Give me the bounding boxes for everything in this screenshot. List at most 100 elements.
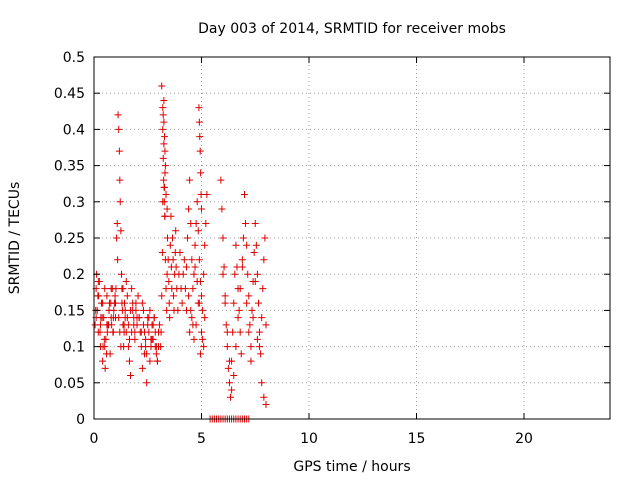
data-point bbox=[219, 234, 227, 242]
y-tick-label: 0.2 bbox=[63, 267, 85, 283]
data-point bbox=[165, 299, 173, 307]
data-point bbox=[161, 133, 169, 141]
data-point bbox=[256, 343, 264, 351]
data-point bbox=[236, 328, 244, 336]
data-point bbox=[119, 285, 127, 293]
data-point bbox=[115, 125, 123, 133]
data-point bbox=[161, 147, 169, 155]
y-tick-label: 0 bbox=[76, 412, 85, 428]
data-point bbox=[116, 198, 124, 206]
data-point bbox=[158, 82, 166, 90]
data-point bbox=[105, 299, 113, 307]
data-point bbox=[160, 96, 168, 104]
data-point bbox=[135, 314, 143, 322]
x-tick-label: 15 bbox=[408, 431, 426, 447]
data-point bbox=[105, 306, 113, 314]
data-point bbox=[201, 314, 209, 322]
data-point bbox=[153, 357, 161, 365]
data-point bbox=[217, 176, 225, 184]
data-point bbox=[176, 248, 184, 256]
data-point bbox=[158, 248, 166, 256]
data-point bbox=[95, 292, 103, 300]
data-point bbox=[241, 191, 248, 199]
y-tick-label: 0.4 bbox=[63, 122, 85, 138]
data-point bbox=[166, 314, 174, 322]
data-point bbox=[100, 335, 108, 343]
data-point bbox=[161, 162, 169, 170]
y-tick-label: 0.15 bbox=[54, 303, 85, 319]
x-tick-label: 20 bbox=[515, 431, 533, 447]
data-point bbox=[198, 205, 205, 213]
data-point bbox=[194, 227, 202, 235]
data-point bbox=[191, 263, 199, 271]
data-point bbox=[199, 306, 207, 314]
data-point bbox=[260, 393, 268, 401]
data-point bbox=[141, 328, 149, 336]
data-point bbox=[120, 321, 128, 329]
data-point bbox=[162, 191, 170, 199]
data-point bbox=[179, 270, 187, 278]
data-point bbox=[243, 299, 251, 307]
data-point bbox=[191, 241, 199, 249]
data-point bbox=[152, 350, 160, 358]
data-point bbox=[195, 118, 203, 126]
data-point bbox=[163, 205, 171, 213]
data-point bbox=[196, 147, 204, 155]
data-point bbox=[243, 241, 251, 249]
data-point bbox=[186, 176, 194, 184]
data-point bbox=[262, 321, 270, 329]
x-tick-label: 5 bbox=[197, 431, 206, 447]
data-point bbox=[221, 292, 229, 300]
data-point bbox=[118, 299, 126, 307]
data-point bbox=[218, 205, 226, 213]
y-tick-label: 0.1 bbox=[63, 340, 85, 356]
data-point bbox=[124, 343, 132, 351]
data-point bbox=[199, 335, 207, 343]
data-point bbox=[160, 140, 168, 148]
data-point bbox=[134, 292, 142, 300]
data-point bbox=[123, 292, 131, 300]
data-point bbox=[219, 270, 227, 278]
data-point bbox=[107, 285, 115, 293]
data-point bbox=[235, 306, 243, 314]
data-point bbox=[101, 285, 109, 293]
data-point bbox=[230, 299, 238, 307]
data-point bbox=[146, 357, 154, 365]
data-point bbox=[246, 321, 254, 329]
data-point bbox=[138, 364, 146, 372]
data-point bbox=[146, 306, 154, 314]
data-point bbox=[222, 321, 230, 329]
data-point bbox=[189, 285, 197, 293]
data-point bbox=[178, 299, 186, 307]
data-point bbox=[250, 248, 258, 256]
data-point bbox=[139, 306, 147, 314]
y-tick-label: 0.05 bbox=[54, 376, 85, 392]
data-point bbox=[159, 125, 167, 133]
data-point bbox=[103, 321, 111, 329]
data-point bbox=[251, 220, 259, 228]
data-point bbox=[251, 277, 259, 285]
data-point bbox=[113, 234, 121, 242]
data-point bbox=[115, 147, 123, 155]
data-point bbox=[247, 357, 255, 365]
data-point bbox=[224, 364, 232, 372]
data-point bbox=[252, 241, 260, 249]
data-point bbox=[196, 350, 204, 358]
data-point bbox=[172, 263, 180, 271]
data-point bbox=[114, 256, 122, 264]
data-point bbox=[258, 314, 266, 322]
x-tick-label: 10 bbox=[300, 431, 318, 447]
data-point bbox=[200, 343, 208, 351]
data-point bbox=[232, 241, 240, 249]
data-point bbox=[239, 234, 247, 242]
data-point bbox=[147, 335, 155, 343]
data-point bbox=[163, 270, 171, 278]
data-point bbox=[99, 357, 107, 365]
data-point bbox=[112, 299, 119, 307]
data-point bbox=[103, 328, 111, 336]
data-point bbox=[174, 306, 182, 314]
data-point bbox=[188, 256, 196, 264]
data-point bbox=[121, 306, 129, 314]
data-point bbox=[123, 314, 131, 322]
data-point bbox=[111, 292, 119, 300]
